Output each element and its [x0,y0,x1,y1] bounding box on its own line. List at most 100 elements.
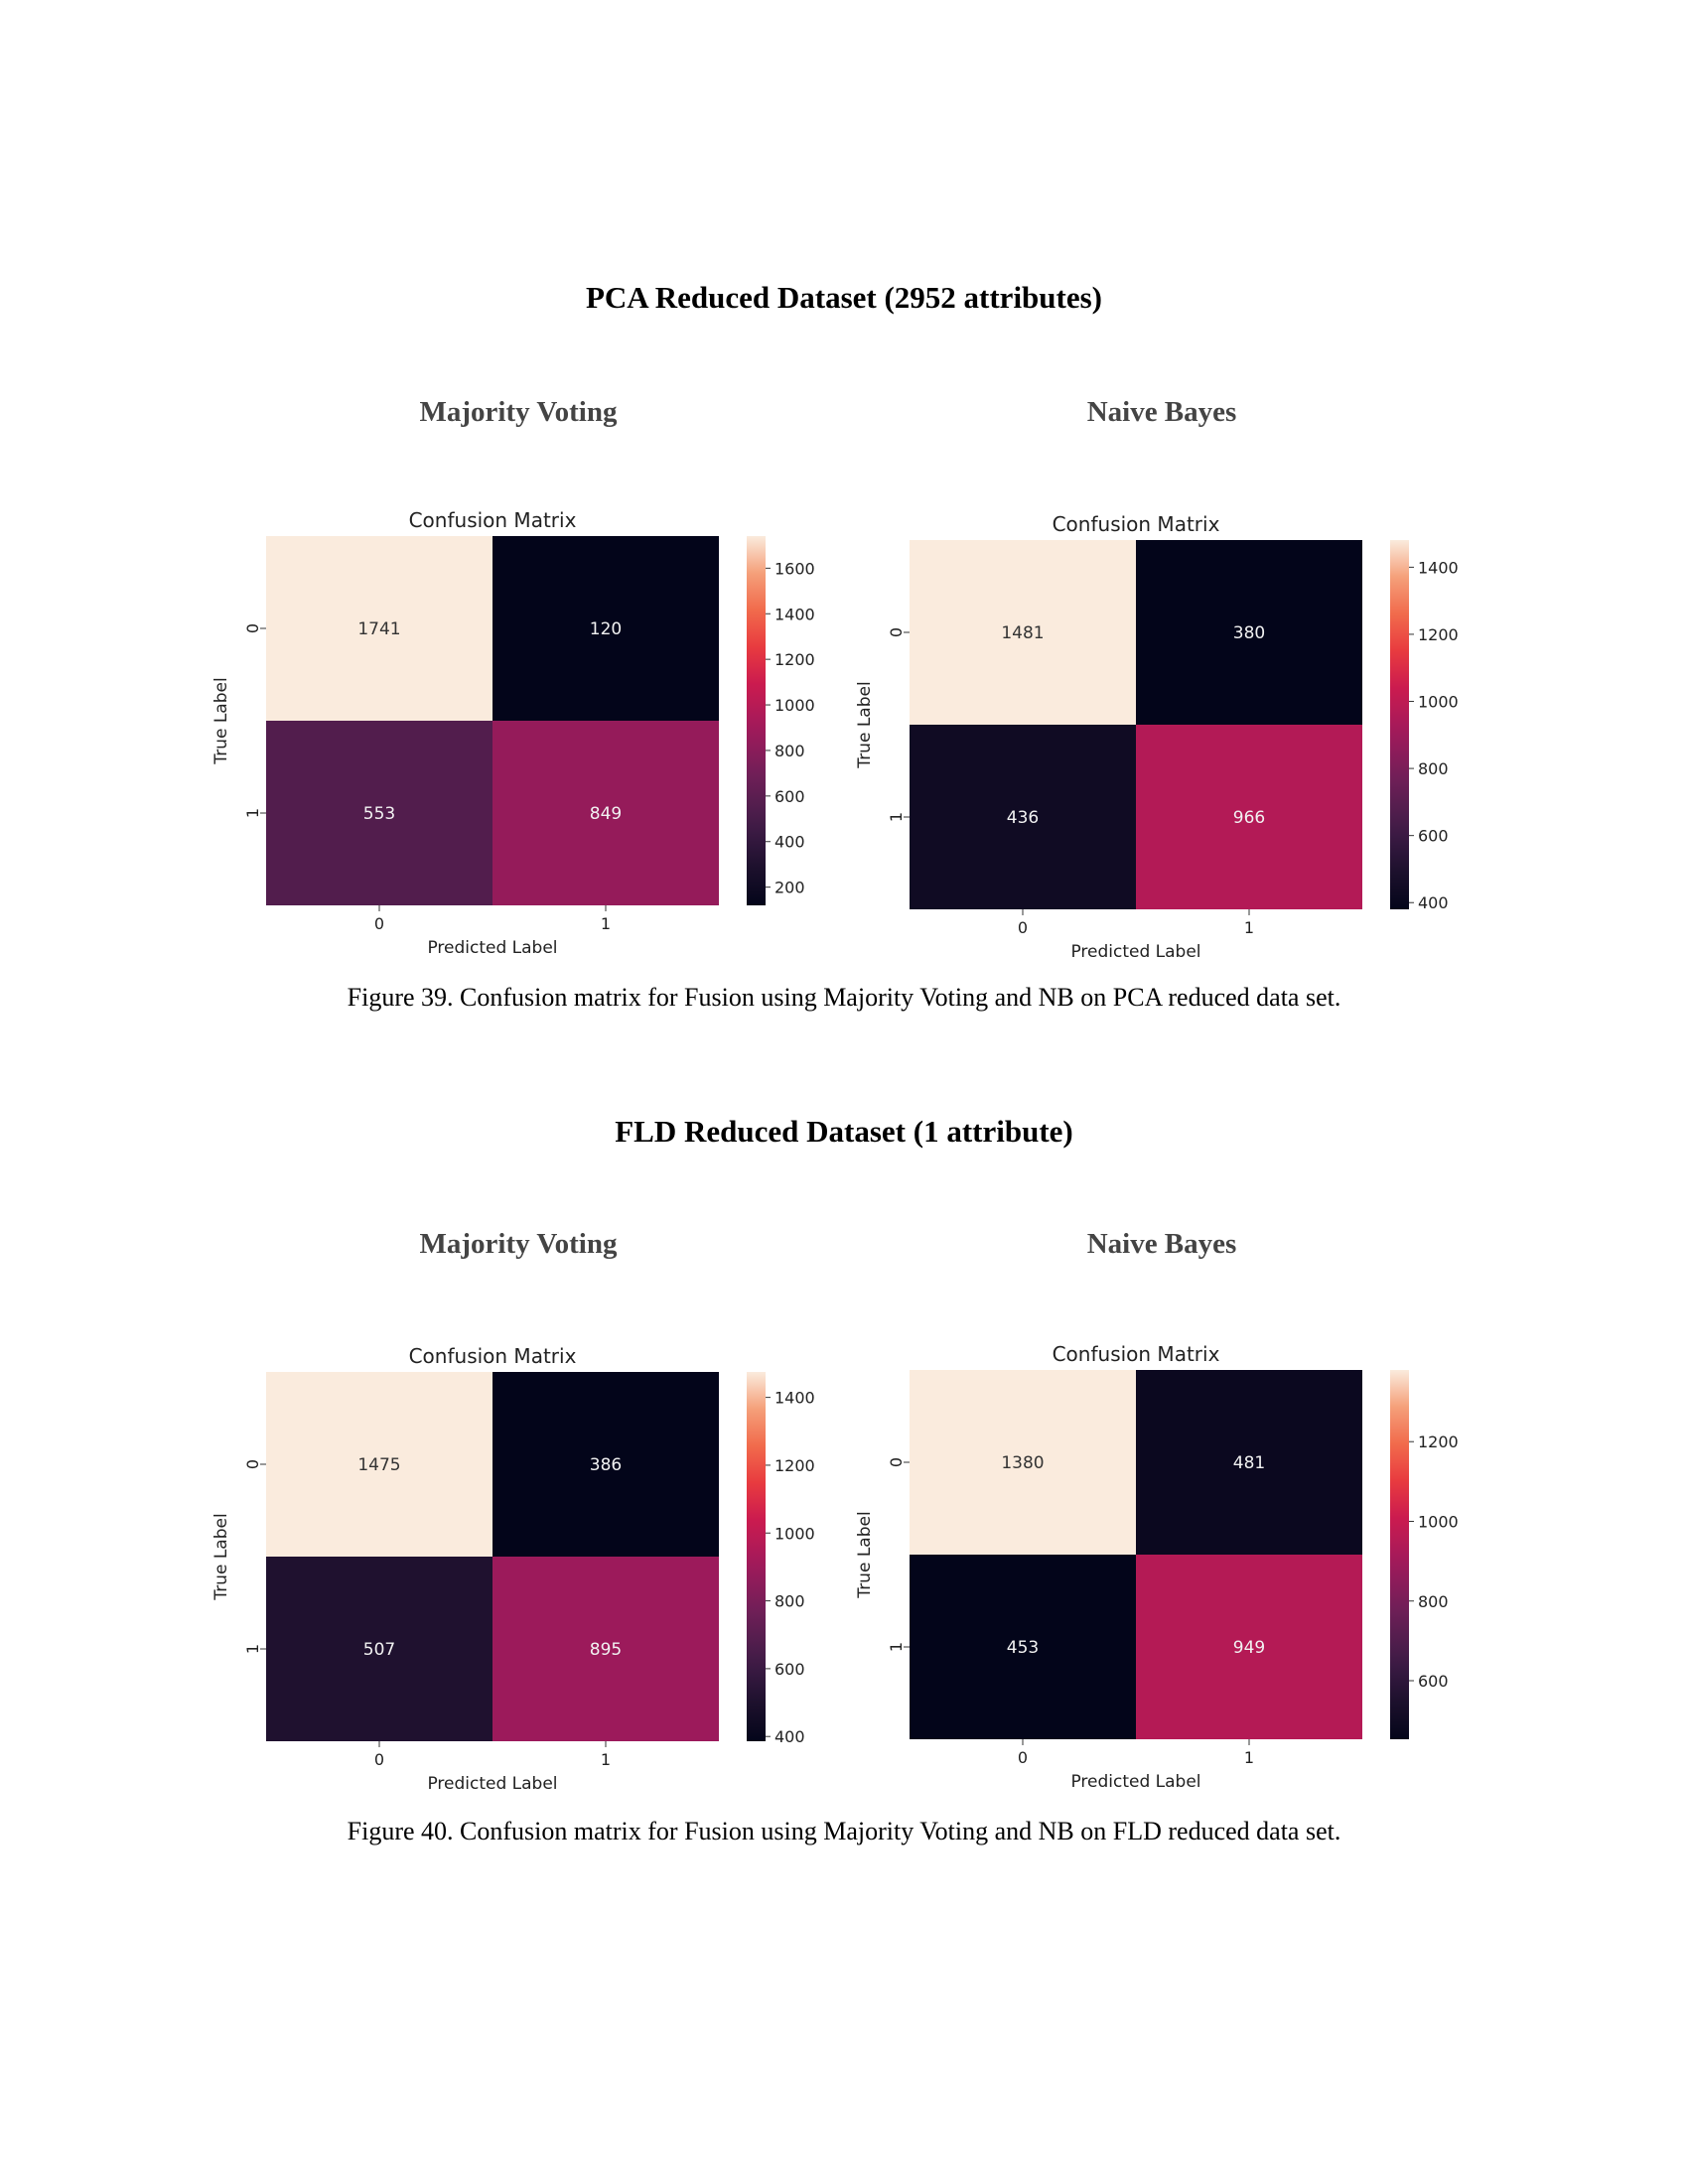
cell-value-label: 849 [590,804,622,824]
cell-value-label: 380 [1233,623,1265,643]
colorbar-tick-label: 1200 [774,1456,815,1475]
cell-value-label: 1475 [357,1455,400,1475]
y-axis-label: True Label [211,1513,231,1600]
colorbar-tick-label: 400 [774,1727,805,1746]
y-tick-label: 0 [887,1457,906,1467]
y-tick-label: 1 [887,812,906,822]
confusion-matrix-fld-naive-bayes: Confusion Matrix 1380 481 453 949 0 1 0 1 Predict… [855,1342,1459,1792]
cell-value-label: 481 [1233,1453,1265,1473]
chart-title: Confusion Matrix [1053,512,1220,536]
cell-value-label: 1481 [1001,623,1044,643]
heatmap-cell-1-0 [266,721,492,905]
cell-value-label: 436 [1007,808,1039,828]
y-axis-label: True Label [211,677,231,764]
colorbar-tick-label: 1400 [774,1389,815,1408]
colorbar-tick-label: 600 [774,1660,805,1679]
confusion-matrix-pca-majority-voting: Confusion Matrix 1741 120 553 849 0 1 0 1 Predict… [211,508,815,958]
colorbar-tick-label: 1600 [774,559,815,578]
x-tick-label: 0 [1018,1748,1028,1767]
heatmap-cell-1-1 [492,1557,719,1741]
chart-title: Confusion Matrix [409,508,577,532]
y-tick-label: 1 [243,808,262,818]
chart-title: Confusion Matrix [1053,1342,1220,1366]
x-axis-label: Predicted Label [1070,1772,1200,1792]
figure-caption-40: Figure 40. Confusion matrix for Fusion u… [347,1817,1341,1845]
heatmap-cell-1-1 [1136,1555,1362,1739]
y-tick-label: 1 [243,1644,262,1654]
cell-value-label: 386 [590,1455,622,1475]
x-tick-label: 0 [374,914,384,933]
colorbar [1390,540,1409,909]
colorbar-tick-label: 800 [774,742,805,760]
colorbar [747,536,766,905]
colorbar-tick-label: 800 [1418,759,1449,778]
colorbar-tick-label: 400 [1418,893,1449,912]
cell-value-label: 895 [590,1640,622,1660]
heatmap-cell-0-0 [266,1372,492,1557]
subtitle-majority-voting-fld: Majority Voting [419,1228,618,1260]
subtitle-naive-bayes-pca: Naive Bayes [1086,396,1237,428]
x-axis-label: Predicted Label [1070,942,1200,962]
colorbar-tick-label: 1000 [1418,693,1459,712]
x-tick-label: 0 [1018,918,1028,937]
subtitle-naive-bayes-fld: Naive Bayes [1086,1228,1237,1260]
cell-value-label: 1380 [1001,1453,1044,1473]
y-tick-label: 0 [887,627,906,637]
colorbar [747,1372,766,1741]
x-axis-label: Predicted Label [427,938,557,958]
colorbar-tick-label: 800 [774,1592,805,1611]
heatmap-cell-1-0 [266,1557,492,1741]
colorbar-tick-label: 200 [774,879,805,897]
confusion-matrix-fld-majority-voting: Confusion Matrix 1475 386 507 895 0 1 0 1 Predict… [211,1344,815,1794]
section-title-fld: FLD Reduced Dataset (1 attribute) [615,1114,1073,1149]
colorbar-tick-label: 1000 [1418,1512,1459,1531]
y-axis-label: True Label [855,1511,875,1598]
colorbar-tick-label: 1400 [774,605,815,623]
x-tick-label: 1 [601,914,611,933]
heatmap-cell-1-0 [910,725,1136,909]
cell-value-label: 553 [363,804,395,824]
colorbar-tick-label: 400 [774,833,805,852]
colorbar-tick-label: 1400 [1418,558,1459,577]
y-tick-label: 1 [887,1642,906,1652]
colorbar-tick-label: 1200 [1418,625,1459,644]
cell-value-label: 453 [1007,1638,1039,1658]
colorbar-tick-label: 600 [1418,827,1449,846]
chart-title: Confusion Matrix [409,1344,577,1368]
colorbar-tick-label: 1000 [774,696,815,715]
colorbar [1390,1370,1409,1739]
heatmap-cell-0-1 [492,536,719,721]
y-tick-label: 0 [243,623,262,633]
x-tick-label: 0 [374,1750,384,1769]
section-title-pca: PCA Reduced Dataset (2952 attributes) [585,280,1103,315]
heatmap-cell-0-0 [910,540,1136,725]
x-axis-label: Predicted Label [427,1774,557,1794]
cell-value-label: 507 [363,1640,395,1660]
colorbar-tick-label: 1000 [774,1524,815,1543]
cell-value-label: 966 [1233,808,1265,828]
heatmap-cell-1-0 [910,1555,1136,1739]
x-tick-label: 1 [1244,1748,1254,1767]
y-axis-label: True Label [855,681,875,768]
colorbar-tick-label: 1200 [1418,1433,1459,1451]
x-tick-label: 1 [601,1750,611,1769]
heatmap-cell-0-0 [910,1370,1136,1555]
colorbar-tick-label: 1200 [774,650,815,669]
confusion-matrix-pca-naive-bayes: Confusion Matrix 1481 380 436 966 0 1 0 1 Predict… [855,512,1459,962]
cell-value-label: 120 [590,619,622,639]
cell-value-label: 1741 [357,619,400,639]
subtitle-majority-voting-pca: Majority Voting [419,396,618,428]
figure-caption-39: Figure 39. Confusion matrix for Fusion u… [347,983,1341,1012]
colorbar-tick-label: 800 [1418,1592,1449,1611]
colorbar-tick-label: 600 [1418,1672,1449,1691]
heatmap-cell-1-1 [1136,725,1362,909]
cell-value-label: 949 [1233,1638,1265,1658]
x-tick-label: 1 [1244,918,1254,937]
heatmap-cell-0-0 [266,536,492,721]
heatmap-cell-0-1 [1136,540,1362,725]
heatmap-cell-0-1 [1136,1370,1362,1555]
heatmap-cell-0-1 [492,1372,719,1557]
y-tick-label: 0 [243,1459,262,1469]
heatmap-cell-1-1 [492,721,719,905]
colorbar-tick-label: 600 [774,787,805,806]
